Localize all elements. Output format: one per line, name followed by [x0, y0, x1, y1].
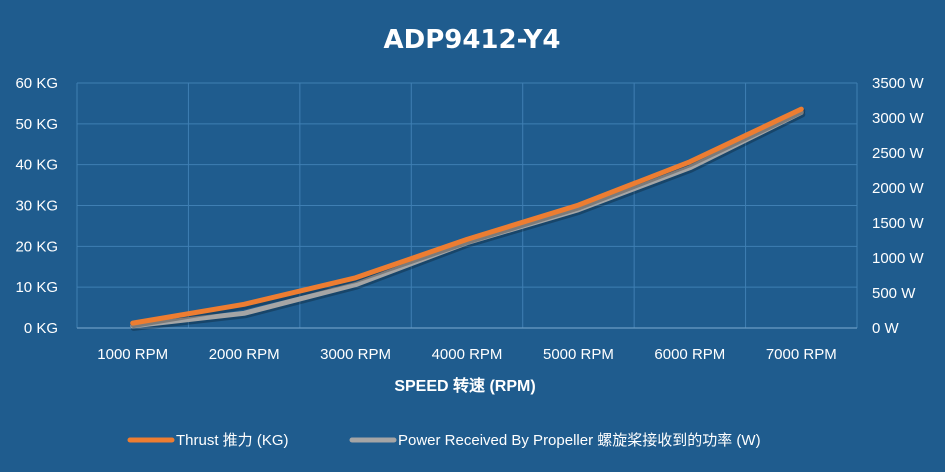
x-tick-label: 5000 RPM: [543, 346, 614, 363]
x-tick-label: 4000 RPM: [432, 346, 503, 363]
x-tick-label: 3000 RPM: [320, 346, 391, 363]
y-right-tick-label: 0 W: [872, 320, 900, 337]
x-tick-label: 2000 RPM: [209, 346, 280, 363]
y-right-tick-labels: 0 W 500 W 1000 W 1500 W 2000 W 2500 W 3000 W 35…: [872, 75, 925, 337]
y-left-tick-label: 10 KG: [15, 279, 58, 296]
legend: Thrust 推力 (KG) Power Received By Propelle…: [127, 432, 761, 449]
series-line-thrust: [130, 106, 804, 326]
series-lines: [130, 106, 806, 331]
series-line-power: [130, 109, 804, 329]
legend-label: Thrust 推力 (KG): [176, 432, 289, 449]
y-right-tick-label: 500 W: [872, 285, 916, 302]
series-line-shadow: [130, 111, 806, 331]
x-tick-labels: 1000 RPM 2000 RPM 3000 RPM 4000 RPM 5000 RPM…: [97, 346, 836, 363]
y-left-tick-labels: 0 KG 10 KG 20 KG 30 KG 40 KG 50 KG 60 KG: [15, 75, 58, 337]
chart-title: ADP9412-Y4: [383, 25, 560, 55]
y-right-tick-label: 3500 W: [872, 75, 925, 92]
y-right-tick-label: 1000 W: [872, 250, 925, 267]
x-tick-label: 6000 RPM: [654, 346, 725, 363]
x-axis-title: SPEED 转速 (RPM): [394, 376, 535, 395]
y-left-tick-label: 50 KG: [15, 116, 58, 133]
y-right-tick-label: 3000 W: [872, 110, 925, 127]
y-right-tick-label: 2000 W: [872, 180, 925, 197]
x-tick-label: 7000 RPM: [766, 346, 837, 363]
y-left-tick-label: 30 KG: [15, 198, 58, 215]
x-tick-label: 1000 RPM: [97, 346, 168, 363]
series-line-shadow: [130, 108, 806, 329]
legend-label: Power Received By Propeller 螺旋桨接收到的功率 (W…: [398, 432, 761, 449]
y-left-tick-label: 20 KG: [15, 238, 58, 255]
y-right-tick-label: 2500 W: [872, 145, 925, 162]
y-right-tick-label: 1500 W: [872, 215, 925, 232]
grid: [76, 82, 858, 329]
y-left-tick-label: 0 KG: [24, 320, 58, 337]
y-left-tick-label: 40 KG: [15, 157, 58, 174]
y-left-tick-label: 60 KG: [15, 75, 58, 92]
